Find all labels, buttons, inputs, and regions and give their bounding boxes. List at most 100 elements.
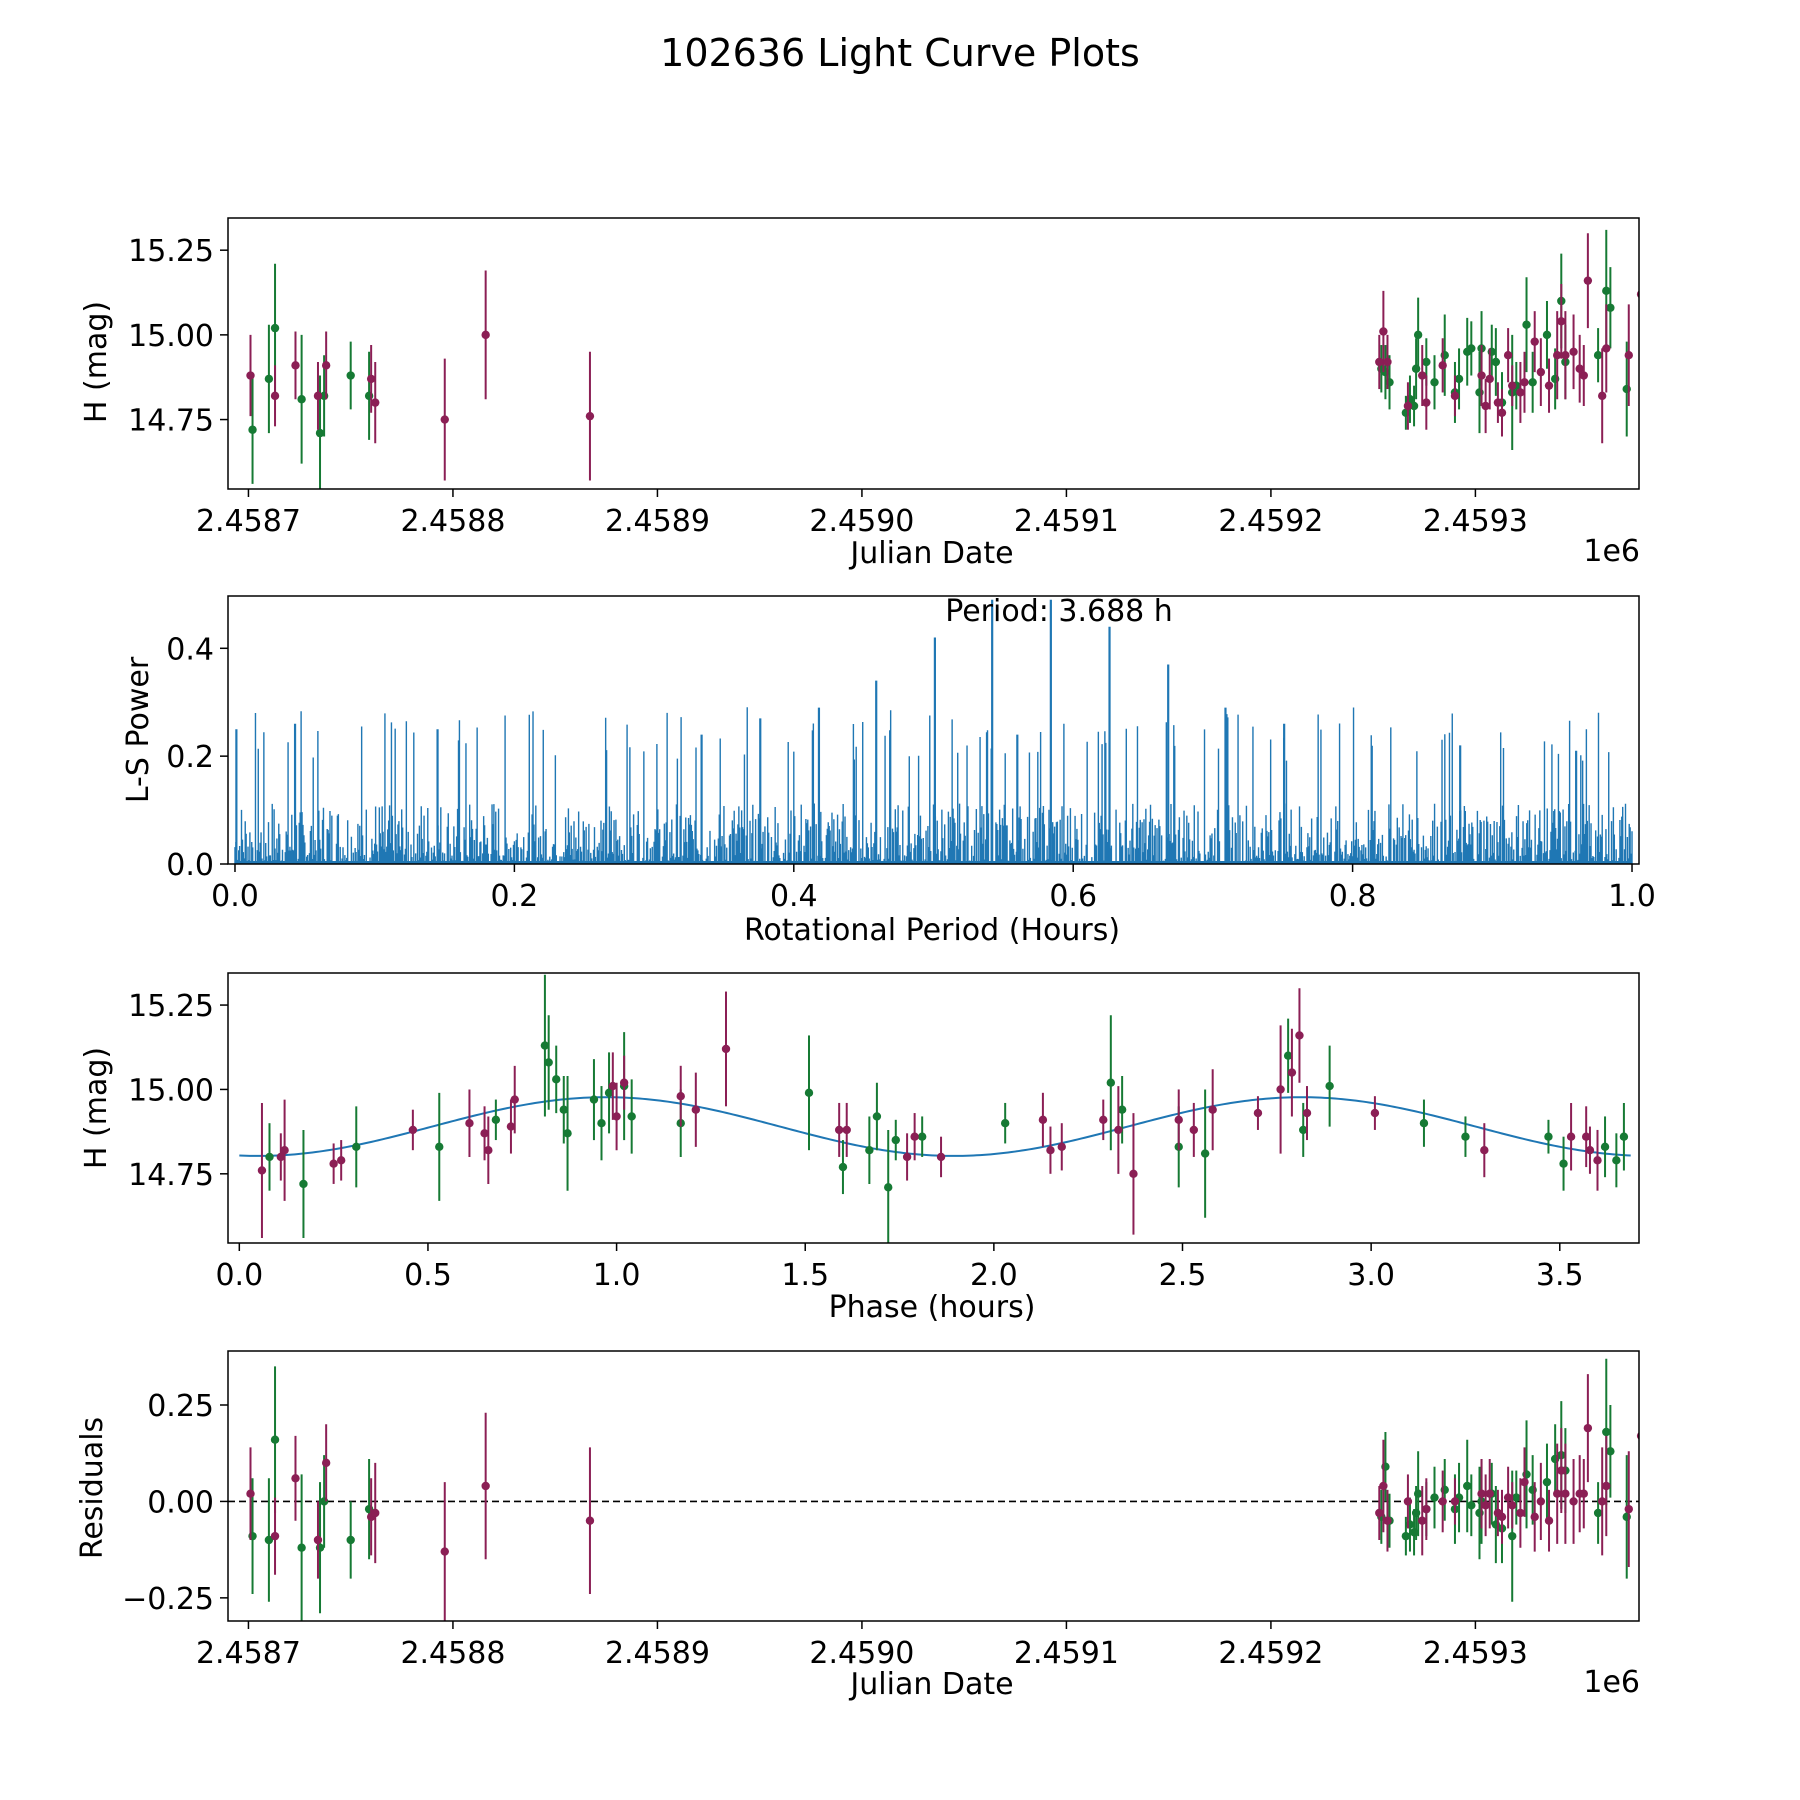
phase-fold-x-tick-label: 1.5	[781, 1258, 829, 1293]
lightcurve-time-x-tick-label: 2.4587	[196, 504, 301, 539]
phase-fold-panel: 0.0 0.5 1.0 1.5 2.0 2.5 3.0 3.514.7515.0015.25 …	[79, 972, 1640, 1325]
figure-title: 102636 Light Curve Plots	[660, 31, 1140, 75]
lightcurve-time-y-axis-label: H (mag)	[79, 301, 114, 423]
phase-fold-point-maroon	[1174, 1115, 1183, 1125]
phase-fold-point-green	[604, 1088, 614, 1098]
lightcurve-time-point-maroon	[1503, 350, 1513, 360]
residuals-point-maroon	[1497, 1512, 1507, 1522]
residuals-y-tick-label: 0.00	[147, 1485, 214, 1520]
period-annotation: Period: 3.688 h	[945, 594, 1173, 629]
lightcurve-time-x-tick-label: 2.4589	[605, 504, 710, 539]
periodogram-x-tick-label: 1.0	[1608, 879, 1656, 914]
residuals-point-maroon	[1383, 1516, 1392, 1525]
lightcurve-time-panel: 2.4587 2.4588 2.4589 2.4590 2.4591 2.4592 2.45…	[79, 217, 1640, 571]
residuals-plot-area: 2.4587 2.4588 2.4589 2.4590 2.4591 2.4592 2.45…	[122, 1350, 1640, 1671]
lightcurve-time-x-tick-label: 2.4588	[400, 504, 505, 539]
phase-fold-x-tick-label: 3.5	[1536, 1258, 1584, 1293]
residuals-point-maroon	[1438, 1497, 1447, 1506]
lightcurve-time-frame	[227, 217, 1640, 490]
phase-fold-point-green	[1544, 1132, 1553, 1141]
residuals-point-green	[1401, 1531, 1411, 1541]
lightcurve-time-point-maroon	[1485, 374, 1494, 384]
residuals-point-maroon	[440, 1547, 449, 1556]
residuals-point-maroon	[1597, 1497, 1607, 1506]
lightcurve-time-point-maroon	[1575, 364, 1584, 373]
residuals-point-maroon	[1508, 1501, 1517, 1510]
residuals-panel: 2.4587 2.4588 2.4589 2.4590 2.4591 2.4592 2.45…	[75, 1350, 1640, 1702]
lightcurve-time-point-maroon	[1583, 276, 1593, 285]
lightcurve-time-point-green	[270, 323, 280, 333]
periodogram-panel: 0.0 0.2 0.4 0.6 0.8 1.0 0.0 0.2 0.4 Period: 3.68…	[121, 594, 1656, 948]
phase-fold-y-tick-label: 14.75	[128, 1158, 214, 1193]
phase-fold-x-tick-label: 0.5	[404, 1258, 452, 1293]
residuals-point-green	[1430, 1493, 1439, 1502]
lightcurve-time-point-maroon	[1418, 371, 1427, 380]
phase-fold-point-green	[1419, 1118, 1429, 1128]
residuals-point-maroon	[1481, 1501, 1490, 1510]
phase-fold-point-maroon	[276, 1152, 286, 1162]
periodogram-x-axis-label: Rotational Period (Hours)	[744, 913, 1120, 948]
lightcurve-time-x-tick-label: 2.4590	[809, 504, 914, 539]
residuals-point-maroon	[1503, 1493, 1513, 1502]
phase-fold-point-green	[1461, 1132, 1470, 1141]
phase-fold-point-maroon	[484, 1145, 493, 1155]
residuals-point-maroon	[1561, 1489, 1570, 1498]
phase-fold-point-maroon	[1370, 1108, 1380, 1118]
phase-fold-point-maroon	[1046, 1145, 1055, 1155]
phase-fold-point-maroon	[257, 1166, 267, 1175]
residuals-point-green	[1413, 1489, 1423, 1498]
phase-fold-point-maroon	[1253, 1108, 1263, 1118]
lightcurve-time-y-tick-label: 15.00	[128, 319, 214, 354]
lightcurve-time-point-maroon	[1636, 290, 1639, 298]
lightcurve-time-point-green	[315, 428, 325, 438]
phase-fold-point-green	[1200, 1149, 1210, 1158]
periodogram-x-tick-label: 0.2	[491, 879, 539, 914]
residuals-point-maroon	[1636, 1432, 1639, 1440]
lightcurve-time-point-green	[1528, 378, 1537, 387]
phase-fold-point-green	[1559, 1159, 1568, 1168]
residuals-point-maroon	[1450, 1497, 1460, 1506]
lightcurve-time-point-maroon	[1530, 337, 1539, 346]
lightcurve-time-point-maroon	[1379, 327, 1388, 336]
phase-fold-x-tick-label: 2.5	[1159, 1258, 1207, 1293]
phase-fold-point-green	[1299, 1125, 1308, 1135]
phase-fold-point-maroon	[1208, 1105, 1217, 1114]
lightcurve-time-point-maroon	[1497, 408, 1507, 417]
residuals-point-maroon	[371, 1508, 380, 1518]
lightcurve-time-point-maroon	[1477, 371, 1486, 380]
lightcurve-time-point-maroon	[291, 361, 300, 370]
residuals-point-green	[1508, 1531, 1517, 1541]
residuals-point-maroon	[585, 1516, 595, 1525]
phase-fold-point-maroon	[329, 1159, 338, 1168]
residuals-point-maroon	[1557, 1466, 1566, 1475]
phase-fold-point-maroon	[510, 1095, 519, 1104]
lightcurve-time-x-tick-label: 2.4591	[1014, 504, 1119, 539]
lightcurve-time-x-tick-label: 2.4592	[1218, 504, 1323, 539]
residuals-x-tick-label: 2.4592	[1218, 1636, 1323, 1671]
periodogram-y-axis-label: L-S Power	[121, 656, 156, 803]
phase-fold-point-maroon	[480, 1129, 489, 1138]
residuals-x-axis-label: Julian Date	[848, 1667, 1013, 1702]
lightcurve-time-point-maroon	[1383, 357, 1392, 367]
phase-fold-point-maroon	[336, 1156, 346, 1165]
phase-fold-fit-curve	[239, 1096, 1631, 1157]
residuals-y-axis-label: Residuals	[75, 1417, 110, 1559]
lightcurve-time-point-maroon	[1375, 357, 1384, 367]
phase-fold-data	[257, 974, 1629, 1243]
lightcurve-time-point-maroon	[1536, 367, 1546, 377]
residuals-x-tick-label: 2.4591	[1014, 1636, 1119, 1671]
residuals-point-maroon	[1379, 1481, 1388, 1491]
lightcurve-time-point-green	[1491, 357, 1501, 367]
phase-fold-point-green	[1106, 1078, 1116, 1087]
lightcurve-time-point-maroon	[1579, 371, 1588, 380]
periodogram-plot-area: 0.0 0.2 0.4 0.6 0.8 1.0 0.0 0.2 0.4	[166, 595, 1656, 914]
residuals-point-maroon	[1418, 1516, 1427, 1525]
phase-fold-point-maroon	[465, 1118, 474, 1128]
phase-fold-plot-area: 0.0 0.5 1.0 1.5 2.0 2.5 3.0 3.5 14.75 15.00 15.25	[128, 972, 1640, 1293]
lightcurve-time-point-maroon	[246, 371, 255, 380]
lightcurve-time-point-maroon	[1597, 391, 1607, 401]
lightcurve-time-data	[246, 229, 1639, 489]
lightcurve-time-point-maroon	[313, 391, 323, 401]
residuals-point-green	[1542, 1477, 1552, 1487]
